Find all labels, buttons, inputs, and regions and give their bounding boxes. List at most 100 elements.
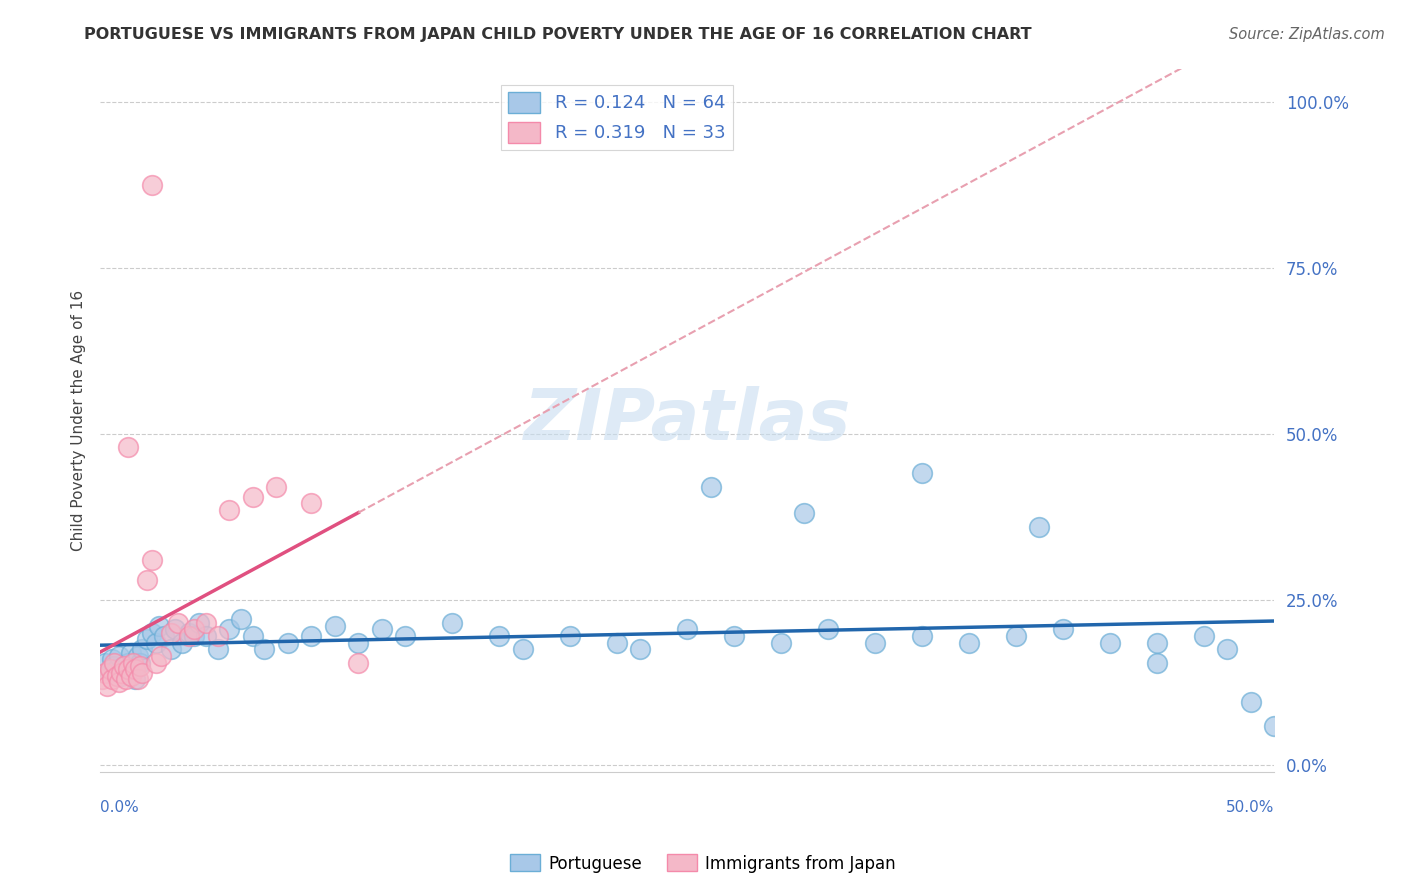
Point bbox=[183, 629, 205, 643]
Point bbox=[911, 629, 934, 643]
Point bbox=[103, 656, 125, 670]
Point bbox=[129, 659, 152, 673]
Point bbox=[1052, 623, 1074, 637]
Point bbox=[96, 679, 118, 693]
Point bbox=[394, 629, 416, 643]
Point bbox=[1216, 642, 1239, 657]
Point bbox=[159, 625, 181, 640]
Point bbox=[769, 635, 792, 649]
Point bbox=[347, 656, 370, 670]
Point bbox=[371, 623, 394, 637]
Point bbox=[218, 623, 240, 637]
Point bbox=[1098, 635, 1121, 649]
Point bbox=[129, 656, 152, 670]
Point bbox=[110, 669, 132, 683]
Point bbox=[863, 635, 886, 649]
Point bbox=[911, 467, 934, 481]
Point bbox=[166, 615, 188, 630]
Point bbox=[94, 665, 117, 680]
Text: PORTUGUESE VS IMMIGRANTS FROM JAPAN CHILD POVERTY UNDER THE AGE OF 16 CORRELATIO: PORTUGUESE VS IMMIGRANTS FROM JAPAN CHIL… bbox=[84, 27, 1032, 42]
Point bbox=[122, 656, 145, 670]
Point bbox=[1146, 656, 1168, 670]
Point bbox=[606, 635, 628, 649]
Point bbox=[253, 642, 276, 657]
Point bbox=[124, 672, 146, 686]
Point bbox=[676, 623, 699, 637]
Point bbox=[115, 672, 138, 686]
Text: ZIPatlas: ZIPatlas bbox=[523, 386, 851, 455]
Point bbox=[112, 659, 135, 673]
Point bbox=[817, 623, 839, 637]
Point bbox=[127, 672, 149, 686]
Point bbox=[1192, 629, 1215, 643]
Legend: Portuguese, Immigrants from Japan: Portuguese, Immigrants from Japan bbox=[503, 847, 903, 880]
Point bbox=[101, 672, 124, 686]
Point bbox=[108, 648, 131, 663]
Point bbox=[723, 629, 745, 643]
Point bbox=[183, 623, 205, 637]
Point bbox=[218, 503, 240, 517]
Point bbox=[242, 490, 264, 504]
Text: 0.0%: 0.0% bbox=[100, 800, 139, 815]
Point bbox=[488, 629, 510, 643]
Point bbox=[136, 632, 159, 647]
Point bbox=[207, 629, 229, 643]
Point bbox=[112, 659, 135, 673]
Point bbox=[194, 615, 217, 630]
Point bbox=[94, 656, 117, 670]
Point bbox=[120, 669, 142, 683]
Point bbox=[323, 619, 346, 633]
Point bbox=[1239, 695, 1261, 709]
Point bbox=[127, 648, 149, 663]
Point bbox=[141, 625, 163, 640]
Point bbox=[242, 629, 264, 643]
Point bbox=[347, 635, 370, 649]
Point bbox=[172, 635, 194, 649]
Point bbox=[103, 659, 125, 673]
Point bbox=[299, 496, 322, 510]
Point bbox=[194, 629, 217, 643]
Point bbox=[628, 642, 651, 657]
Point bbox=[98, 665, 121, 680]
Point bbox=[152, 629, 174, 643]
Y-axis label: Child Poverty Under the Age of 16: Child Poverty Under the Age of 16 bbox=[72, 290, 86, 551]
Legend: R = 0.124   N = 64, R = 0.319   N = 33: R = 0.124 N = 64, R = 0.319 N = 33 bbox=[501, 85, 733, 150]
Point bbox=[229, 612, 252, 626]
Point bbox=[148, 619, 170, 633]
Point bbox=[793, 506, 815, 520]
Point bbox=[150, 648, 173, 663]
Point bbox=[101, 652, 124, 666]
Point bbox=[105, 662, 128, 676]
Point bbox=[141, 178, 163, 192]
Point bbox=[159, 642, 181, 657]
Point bbox=[98, 662, 121, 676]
Point bbox=[145, 656, 167, 670]
Point bbox=[1004, 629, 1026, 643]
Point bbox=[512, 642, 534, 657]
Point bbox=[120, 646, 142, 660]
Point bbox=[187, 615, 209, 630]
Point bbox=[122, 662, 145, 676]
Point bbox=[299, 629, 322, 643]
Point bbox=[264, 480, 287, 494]
Point bbox=[108, 675, 131, 690]
Point bbox=[91, 672, 114, 686]
Point bbox=[1028, 519, 1050, 533]
Point bbox=[145, 635, 167, 649]
Point bbox=[117, 656, 139, 670]
Point bbox=[179, 625, 201, 640]
Point bbox=[207, 642, 229, 657]
Point bbox=[131, 642, 153, 657]
Point bbox=[141, 552, 163, 566]
Point bbox=[957, 635, 980, 649]
Point bbox=[277, 635, 299, 649]
Point bbox=[131, 665, 153, 680]
Point bbox=[441, 615, 464, 630]
Point bbox=[1146, 635, 1168, 649]
Point bbox=[179, 629, 201, 643]
Point bbox=[165, 623, 187, 637]
Point bbox=[699, 480, 721, 494]
Point bbox=[136, 573, 159, 587]
Text: 50.0%: 50.0% bbox=[1226, 800, 1274, 815]
Point bbox=[110, 665, 132, 680]
